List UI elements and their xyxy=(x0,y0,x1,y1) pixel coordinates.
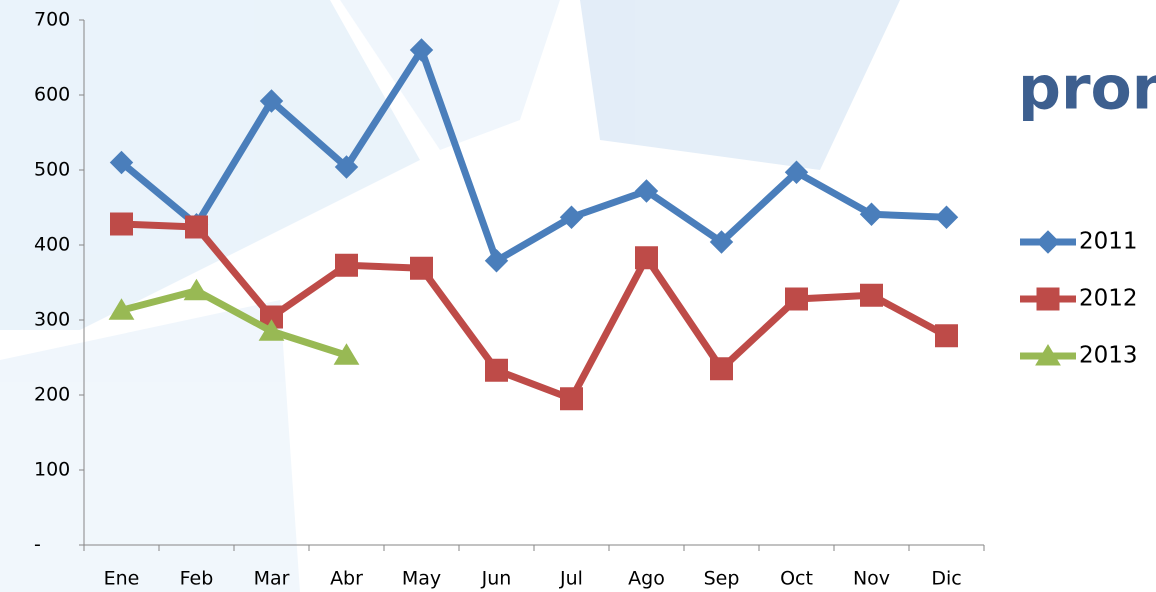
x-tick-label: Feb xyxy=(180,568,214,590)
data-point xyxy=(333,343,360,365)
data-point xyxy=(560,387,583,411)
data-point xyxy=(710,357,733,381)
data-point xyxy=(410,256,433,280)
x-tick-label: Ene xyxy=(104,568,140,590)
background xyxy=(0,0,900,592)
data-point xyxy=(335,253,358,277)
x-tick-label: Jun xyxy=(481,568,512,590)
data-point xyxy=(935,324,958,348)
data-point xyxy=(185,215,208,239)
data-point xyxy=(860,283,883,307)
data-point xyxy=(785,287,808,311)
data-point xyxy=(634,179,659,203)
x-tick-label: May xyxy=(402,568,441,590)
y-tick-label: 700 xyxy=(34,9,70,31)
data-point xyxy=(559,205,584,229)
legend-marker xyxy=(1036,230,1060,254)
x-tick-label: Sep xyxy=(704,568,740,590)
x-tick-label: Jul xyxy=(559,568,583,590)
x-tick-label: Nov xyxy=(853,568,890,590)
data-point xyxy=(635,246,658,270)
data-point xyxy=(859,202,884,226)
data-point xyxy=(934,205,959,229)
series-line xyxy=(121,220,949,403)
y-tick-label: 200 xyxy=(34,384,70,406)
data-point xyxy=(258,319,285,341)
data-point xyxy=(709,230,734,254)
legend-label: 2012 xyxy=(1079,286,1138,312)
y-tick-label: - xyxy=(34,534,41,556)
data-point xyxy=(409,38,434,62)
y-tick-label: 500 xyxy=(34,159,70,181)
x-tick-label: Oct xyxy=(780,568,813,590)
series-line xyxy=(119,46,947,265)
data-point xyxy=(485,358,508,382)
x-tick-label: Dic xyxy=(931,568,961,590)
data-point xyxy=(484,249,509,273)
series-line xyxy=(120,287,348,359)
y-tick-label: 100 xyxy=(34,459,70,481)
y-tick-label: 600 xyxy=(34,84,70,106)
legend-marker xyxy=(1036,287,1060,311)
x-tick-label: Ago xyxy=(628,568,665,590)
x-tick-label: Mar xyxy=(254,568,290,590)
legend-label: 2011 xyxy=(1079,229,1138,255)
data-point xyxy=(784,160,809,184)
data-point xyxy=(109,150,134,175)
data-point xyxy=(334,155,359,179)
legend-label: 2013 xyxy=(1079,343,1138,369)
data-point xyxy=(259,89,284,113)
y-tick-label: 300 xyxy=(34,309,70,331)
data-point xyxy=(110,212,133,236)
data-point xyxy=(183,278,210,301)
x-tick-label: Abr xyxy=(330,568,363,590)
y-tick-label: 400 xyxy=(34,234,70,256)
data-point xyxy=(108,298,135,320)
legend-marker xyxy=(1035,344,1061,366)
chart-title: pron xyxy=(1018,54,1156,124)
